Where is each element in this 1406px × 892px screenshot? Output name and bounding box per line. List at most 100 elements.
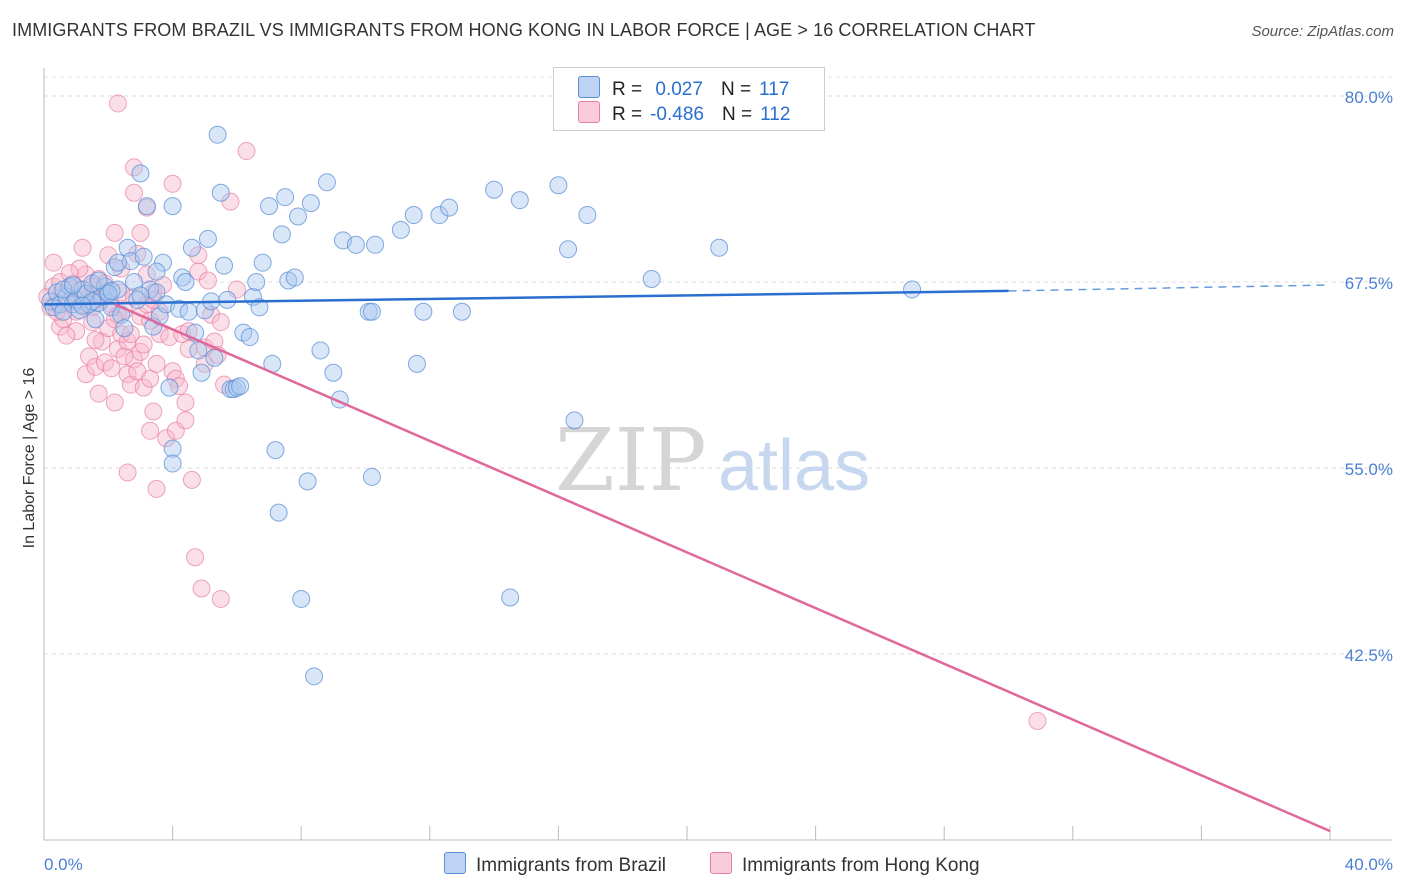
brazil-point <box>269 503 288 522</box>
hongkong-point <box>105 393 124 412</box>
legend-r-label: R = <box>612 79 643 100</box>
brazil-point <box>108 253 127 272</box>
hongkong-point <box>118 463 137 482</box>
hongkong-point <box>125 183 144 202</box>
brazil-point <box>559 240 578 259</box>
legend-hongkong-n: 112 <box>760 104 791 125</box>
hongkong-point <box>1028 711 1047 730</box>
hongkong-point <box>44 253 63 272</box>
watermark-atlas: atlas <box>718 426 870 506</box>
hongkong-point <box>125 350 144 369</box>
brazil-point <box>83 292 102 311</box>
brazil-point <box>118 238 137 257</box>
hongkong-point <box>176 393 195 412</box>
hongkong-point <box>131 223 150 242</box>
hongkong-point <box>134 335 153 354</box>
brazil-point <box>227 378 246 397</box>
brazil-point <box>102 281 121 300</box>
legend-brazil-n: 117 <box>759 79 790 100</box>
hongkong-point <box>147 479 166 498</box>
hongkong-trend-line <box>114 303 1331 833</box>
hongkong-point <box>186 548 205 567</box>
legend-swatch-brazil <box>578 76 600 98</box>
legend-brazil-r: 0.027 <box>655 79 703 100</box>
brazil-point <box>311 341 330 360</box>
hongkong-point <box>144 402 163 421</box>
brazil-point <box>642 270 661 289</box>
brazil-point <box>404 206 423 225</box>
hongkong-point <box>211 589 230 608</box>
bottom-legend-swatch-brazil <box>444 852 466 874</box>
legend-n-label: N = <box>720 79 752 100</box>
hongkong-point <box>60 264 79 283</box>
brazil-point <box>510 191 529 210</box>
brazil-point <box>134 247 153 266</box>
hongkong-point <box>89 384 108 403</box>
brazil-point <box>549 176 568 195</box>
brazil-point <box>501 588 520 607</box>
brazil-point <box>903 280 922 299</box>
brazil-point <box>163 197 182 216</box>
bottom-legend-label-brazil: Immigrants from Brazil <box>476 855 667 876</box>
chart-title: IMMIGRANTS FROM BRAZIL VS IMMIGRANTS FRO… <box>12 20 1036 40</box>
brazil-point <box>407 354 426 373</box>
brazil-point <box>131 286 150 305</box>
brazil-point <box>276 188 295 207</box>
hongkong-point <box>157 429 176 448</box>
brazil-point <box>288 207 307 226</box>
brazil-point <box>710 238 729 257</box>
brazil-point <box>452 302 471 321</box>
watermark-zip: ZIP <box>555 411 707 511</box>
trend-lines <box>43 284 1331 833</box>
hongkong-point <box>141 369 160 388</box>
legend: R = 0.027 N = 117 R = -0.486 N = 112 <box>553 67 825 131</box>
brazil-trend-extension <box>1008 284 1331 292</box>
hongkong-point <box>182 470 201 489</box>
hongkong-point <box>163 174 182 193</box>
brazil-point <box>362 302 381 321</box>
brazil-point <box>430 206 449 225</box>
hongkong-point <box>170 377 189 396</box>
hongkong-point <box>118 365 137 384</box>
bottom-legend-swatch-hongkong <box>710 852 732 874</box>
hongkong-point <box>134 378 153 397</box>
hongkong-point <box>198 271 217 290</box>
hongkong-point <box>108 339 127 358</box>
legend-hongkong-r: -0.486 <box>650 104 704 125</box>
brazil-point <box>211 183 230 202</box>
legend-row-brazil: R = 0.027 N = 117 <box>578 76 789 102</box>
brazil-point <box>205 348 224 367</box>
hongkong-point <box>147 354 166 373</box>
hongkong-point <box>83 313 102 332</box>
hongkong-point <box>189 262 208 281</box>
hongkong-point <box>102 359 121 378</box>
bottom-legend-hongkong: Immigrants from Hong Kong <box>710 852 980 877</box>
brazil-point <box>391 220 410 239</box>
brazil-point <box>231 377 250 396</box>
brazil-point <box>170 299 189 318</box>
brazil-point <box>366 235 385 254</box>
y-tick-label: 55.0% <box>1345 460 1393 479</box>
legend-row-hongkong: R = -0.486 N = 112 <box>578 101 790 127</box>
bottom-legend-brazil: Immigrants from Brazil <box>444 852 666 877</box>
hongkong-point <box>86 357 105 376</box>
brazil-point <box>163 454 182 473</box>
brazil-point <box>317 173 336 192</box>
y-axis-label: In Labor Force | Age > 16 <box>21 368 38 549</box>
brazil-point <box>565 411 584 430</box>
hongkong-point <box>237 142 256 161</box>
brazil-point <box>440 198 459 217</box>
brazil-point <box>182 238 201 257</box>
brazil-point <box>247 273 266 291</box>
hongkong-point <box>105 223 124 242</box>
x-tick-label: 40.0% <box>1345 855 1393 874</box>
hongkong-point <box>86 331 105 350</box>
brazil-point <box>305 667 324 686</box>
hongkong-point <box>112 259 131 278</box>
brazil-point <box>260 197 279 216</box>
brazil-point <box>163 439 182 458</box>
hongkong-point <box>179 339 198 358</box>
brazil-point <box>137 197 156 216</box>
hongkong-point <box>57 326 76 345</box>
brazil-point <box>362 467 381 486</box>
